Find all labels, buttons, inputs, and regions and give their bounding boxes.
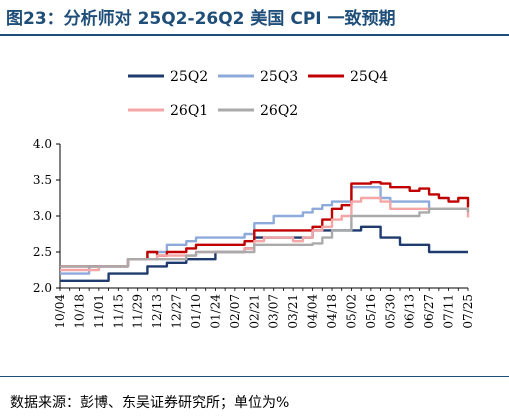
x-tick-label: 10/18	[72, 294, 86, 329]
y-tick-label: 4.0	[33, 137, 52, 151]
x-tick-label: 07/11	[442, 294, 456, 329]
x-tick-label: 02/07	[228, 294, 242, 329]
chart-legend: 25Q2 25Q3 25Q4 26Q1 26Q2	[128, 69, 388, 119]
legend-label-25q3: 25Q3	[260, 69, 298, 85]
source-note: 数据来源：彭博、东吴证券研究所；单位为%	[10, 395, 290, 411]
legend-label-26q2: 26Q2	[260, 103, 298, 119]
x-tick-label: 06/27	[422, 294, 436, 329]
x-tick-label: 07/25	[461, 294, 475, 329]
y-tick-label: 3.0	[33, 209, 52, 223]
legend-label-26q1: 26Q1	[170, 103, 208, 119]
x-tick-label: 04/04	[306, 294, 320, 329]
x-tick-label: 05/30	[383, 294, 397, 329]
x-tick-label: 04/18	[325, 294, 339, 329]
x-tick-label: 11/15	[111, 294, 125, 329]
title-divider	[0, 34, 509, 36]
y-tick-label: 2.5	[33, 245, 52, 259]
x-tick-label: 03/21	[286, 294, 300, 329]
x-tick-label: 06/13	[403, 294, 417, 329]
series-line-25q4	[60, 181, 470, 268]
x-tick-label: 05/16	[364, 294, 378, 329]
legend-label-25q2: 25Q2	[170, 69, 208, 85]
x-tick-label: 11/01	[92, 294, 106, 329]
x-tick-label: 03/07	[267, 294, 281, 329]
footer-divider	[0, 376, 509, 377]
legend-label-25q4: 25Q4	[350, 69, 388, 85]
series-line-26q2	[60, 207, 470, 268]
x-tick-label: 10/04	[53, 294, 67, 329]
chart-title: 图23：分析师对 25Q2-26Q2 美国 CPI 一致预期	[6, 9, 396, 29]
chart-series	[60, 181, 470, 282]
x-tick-label: 02/21	[247, 294, 261, 329]
series-line-25q2	[60, 225, 468, 282]
y-tick-label: 2.0	[33, 281, 52, 295]
cpi-forecast-line-chart: 25Q2 25Q3 25Q4 26Q1 26Q2 2.0 2.5 3.0 3.5 4.0 10/0…	[33, 69, 475, 329]
x-tick-label: 12/27	[170, 294, 184, 329]
x-tick-label: 01/24	[208, 294, 222, 329]
x-tick-label: 12/13	[150, 294, 164, 329]
chart-axes: 2.0 2.5 3.0 3.5 4.0 10/04 10/18 11/01 11/15 11/29…	[33, 137, 475, 329]
y-tick-label: 3.5	[33, 173, 52, 187]
x-tick-label: 11/29	[131, 294, 145, 329]
series-line-26q1	[60, 196, 470, 272]
x-tick-label: 01/10	[189, 294, 203, 329]
x-tick-label: 05/02	[344, 294, 358, 329]
